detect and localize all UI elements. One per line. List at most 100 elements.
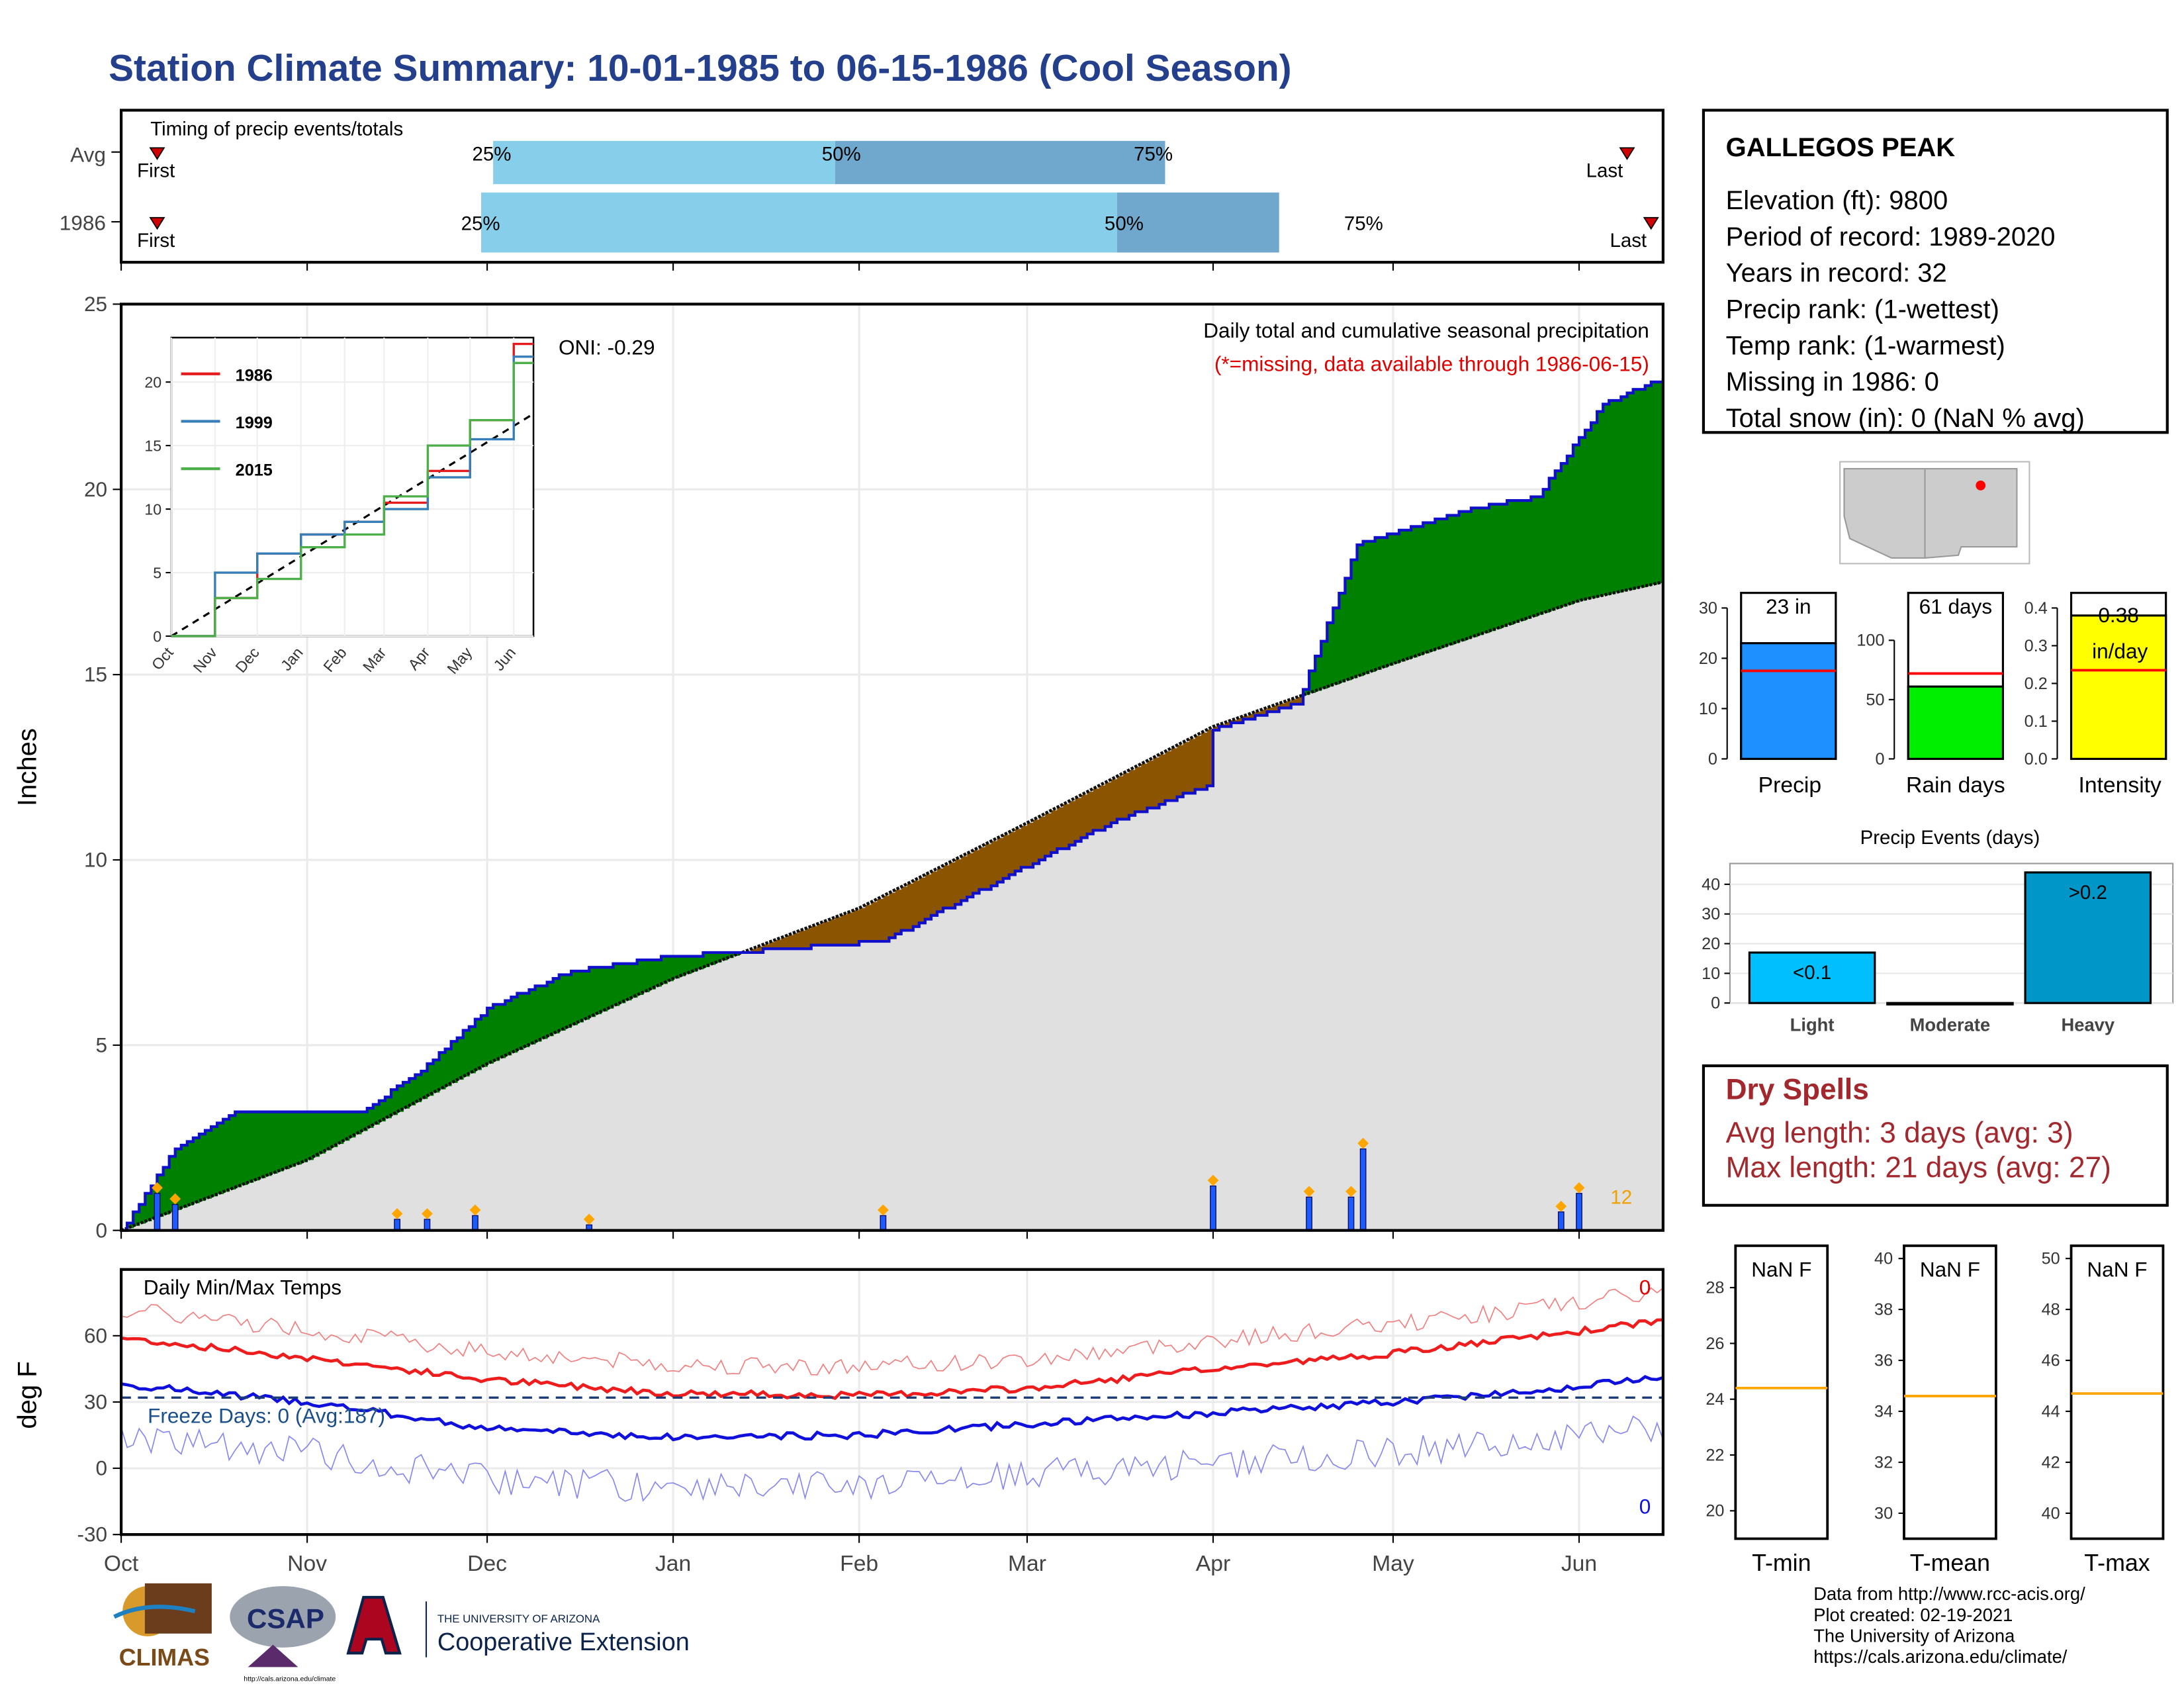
precip-diff-day-116 [817, 923, 824, 945]
tbox-ytick-label-1-0: 30 [1874, 1504, 1893, 1523]
month-label-5: Mar [1008, 1552, 1046, 1576]
mini-ytick-label-1-2: 100 [1856, 632, 1884, 650]
inset-ytick-label-2: 10 [144, 500, 161, 518]
precip-diff-day-120 [841, 915, 848, 945]
precip-diff-day-207 [1363, 541, 1370, 675]
daily-precip-bar-0 [154, 1193, 161, 1231]
precip-diff-day-27 [283, 1111, 290, 1170]
cumulative-precip-line [121, 378, 1664, 1232]
footer-created: Plot created: 02-19-2021 [1813, 1604, 2013, 1626]
precip-diff-day-22 [253, 1111, 260, 1181]
info-period: Period of record: 1989-2020 [1725, 223, 2056, 253]
precip-diff-day-105 [751, 949, 758, 953]
tbox-value-tmax: NaN F [2087, 1257, 2147, 1281]
precip-diff-day-163 [1099, 785, 1106, 831]
month-label-1: Nov [287, 1552, 327, 1576]
precip-diff-day-127 [883, 896, 890, 942]
min-count-label: 0 [1639, 1495, 1651, 1519]
inset-series-1999 [171, 355, 534, 637]
daily-precip-marker-6 [877, 1204, 889, 1216]
csap-mountain-icon [248, 1644, 298, 1667]
precip-diff-day-118 [829, 919, 836, 945]
events-title: Precip Events (days) [1860, 827, 2040, 849]
precip-diff-day-92 [673, 956, 680, 979]
timing-label: Timing of precip events/totals [150, 118, 403, 140]
precip-diff-day-236 [1537, 496, 1544, 615]
precip-diff-day-218 [1429, 522, 1436, 651]
precip-diff-day-14 [205, 1130, 212, 1199]
daily-precip-bar-8 [1306, 1196, 1312, 1231]
count-label: 12 [1610, 1187, 1632, 1209]
precip-ytick-label-2: 10 [84, 848, 107, 872]
precip-diff-day-50 [421, 1071, 428, 1100]
footer-url: https://cals.arizona.edu/climate/ [1813, 1646, 2068, 1667]
daily-precip-bar-11 [1557, 1211, 1565, 1231]
precip-diff-day-247 [1603, 404, 1610, 596]
precip-diff-day-40 [361, 1111, 368, 1131]
precip-diff-day-135 [931, 871, 938, 915]
precip-diff-day-167 [1123, 773, 1130, 820]
precip-diff-day-140 [961, 856, 968, 901]
precip-diff-day-93 [679, 956, 686, 976]
events-bar-light [1748, 951, 1876, 1004]
precip-diff-day-91 [667, 956, 674, 982]
precip-diff-day-199 [1315, 656, 1322, 691]
events-bar-heavy [2024, 871, 2152, 1004]
precip-diff-day-205 [1351, 559, 1358, 679]
precip-diff-day-31 [307, 1111, 314, 1160]
precip-diff-day-144 [985, 844, 992, 890]
temp-ylabel: deg F [13, 1361, 42, 1429]
precip-diff-day-168 [1129, 770, 1136, 816]
precip-diff-day-200 [1321, 641, 1328, 689]
tbox-frame-2 [2070, 1244, 2165, 1540]
precip-diff-day-47 [403, 1082, 410, 1109]
precip-diff-day-182 [1212, 726, 1220, 731]
precip-diff-day-230 [1501, 504, 1508, 628]
precip-diff-day-191 [1267, 707, 1274, 712]
precip-diff-day-139 [955, 859, 962, 905]
daily-precip-marker-7 [1207, 1174, 1219, 1186]
last-label-avg: Last [1586, 160, 1623, 182]
daily-precip-marker-11 [1555, 1200, 1567, 1212]
tbox-label-tmean: T-mean [1910, 1550, 1990, 1576]
mini-unit-intensity: in/day [2092, 639, 2148, 663]
precip-diff-day-190 [1261, 710, 1268, 716]
precip-diff-day-145 [991, 841, 998, 886]
precip-ytick-label-0: 0 [96, 1218, 108, 1242]
precip-diff-day-172 [1153, 757, 1160, 808]
missing-note: (*=missing, data available through 1986-… [1214, 352, 1649, 376]
mini-bar-1 [1907, 685, 2004, 761]
temp-ytick-label-0: -30 [77, 1523, 107, 1546]
precip-diff-day-242 [1572, 445, 1580, 603]
precip-diff-day-208 [1369, 541, 1376, 673]
map-new-mexico [1924, 468, 2018, 559]
precip-diff-day-234 [1525, 500, 1532, 619]
precip-diff-day-223 [1459, 511, 1466, 641]
precip-diff-day-224 [1465, 511, 1472, 639]
mini-value-intensity: 0.38 [2098, 603, 2138, 627]
p25-label-avg: 25% [472, 143, 511, 165]
precip-diff-day-180 [1201, 732, 1208, 790]
precip-diff-day-34 [325, 1111, 332, 1150]
precip-diff-day-212 [1392, 534, 1400, 664]
precip-diff-day-56 [457, 1037, 464, 1080]
climas-wave-icon [113, 1605, 196, 1619]
legend-1986: 1986 [236, 366, 273, 385]
mini-label-intensity: Intensity [2079, 773, 2162, 798]
mini-ytick-label-2-2: 0.2 [2025, 675, 2048, 693]
precip-diff-day-6 [157, 1174, 164, 1217]
precip-diff-day-44 [385, 1097, 392, 1119]
precip-diff-day-25 [271, 1111, 278, 1174]
ua-top-text: THE UNIVERSITY OF ARIZONA [437, 1613, 600, 1625]
precip-diff-day-221 [1447, 515, 1454, 645]
precip-diff-day-67 [523, 993, 530, 1047]
mini-label-raindays: Rain days [1906, 773, 2005, 798]
tbox-value-tmean: NaN F [1920, 1257, 1980, 1281]
precip-diff-day-229 [1495, 504, 1502, 630]
daily-precip-marker-0 [152, 1182, 163, 1194]
first-marker-0 [149, 147, 165, 160]
precip-diff-day-203 [1339, 592, 1346, 682]
last-marker-0 [1619, 147, 1635, 160]
legend-1999: 1999 [236, 414, 273, 432]
